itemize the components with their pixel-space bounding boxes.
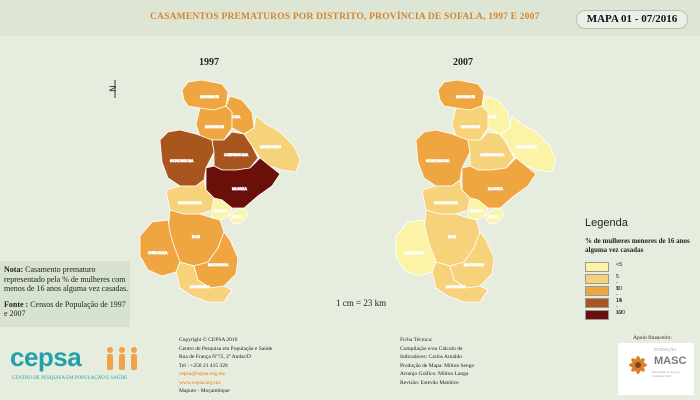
ficha-title: Ficha Técnica:	[400, 337, 433, 343]
legend-label: 10 - 14	[616, 286, 623, 304]
legend-label: ≥20	[616, 310, 626, 316]
map-1997: MARINGUE MARINGUE CAIA MARROMEU GORONGOS…	[139, 79, 301, 303]
svg-text:MARINGUE: MARINGUE	[456, 95, 476, 99]
org-name: Centro de Pesquisa em População e Saúde	[179, 345, 273, 352]
district-1997-cheringoma-north[interactable]	[195, 105, 233, 141]
source-text: Censos de População de 1997 e 2007	[4, 299, 126, 319]
svg-text:CHERINGOMA: CHERINGOMA	[224, 153, 249, 157]
copyright-line: Copyright © CEPSA 2016	[179, 337, 238, 343]
svg-text:BUZI: BUZI	[448, 235, 456, 239]
legend-label: 5 - 9	[616, 274, 620, 292]
funder-tagline: Mecanismo de Apoio à Sociedade Civil	[652, 370, 680, 378]
district-1997-beira[interactable]	[227, 207, 249, 225]
funder-small-text: FUNDAÇÃO	[654, 347, 677, 352]
district-2007-cheringoma-north[interactable]	[451, 105, 489, 141]
district-2007-machanga-south[interactable]	[431, 261, 489, 303]
website-link[interactable]: www.cepsa.org.mz	[179, 379, 221, 386]
legend-label: <5	[616, 262, 623, 268]
map-title: CASAMENTOS PREMATUROS POR DISTRITO, PROV…	[150, 12, 540, 22]
svg-text:MARROMEU: MARROMEU	[516, 145, 537, 149]
district-1997-machanga-south[interactable]	[175, 261, 233, 303]
district-1997-dondo[interactable]	[211, 197, 233, 221]
svg-text:MARINGUE: MARINGUE	[200, 95, 220, 99]
svg-text:MACHANGA: MACHANGA	[464, 263, 485, 267]
legend-swatch-lt5	[585, 262, 609, 272]
district-2007-maringue[interactable]	[437, 79, 485, 111]
copyright-block: Copyright © CEPSA 2016 Centro de Pesquis…	[179, 336, 272, 396]
district-2007-dondo[interactable]	[467, 197, 489, 221]
map-id-badge: MAPA 01 - 07/2016	[576, 10, 688, 29]
legend: Legenda % de mulheres menores de 16 anos…	[585, 217, 695, 320]
note-box: Nota: Casamento prematuro representado p…	[0, 261, 130, 327]
svg-text:MUANZA: MUANZA	[232, 187, 247, 191]
year-label-left: 1997	[199, 57, 219, 68]
legend-subtitle: % de mulheres menores de 16 anos alguma …	[585, 237, 690, 254]
logo-text: cepsa	[10, 342, 82, 372]
svg-text:BEIRA: BEIRA	[488, 215, 499, 219]
legend-swatch-5-9	[585, 274, 609, 284]
svg-text:GORONGOSA: GORONGOSA	[170, 159, 194, 163]
svg-text:BEIRA: BEIRA	[232, 215, 243, 219]
flower-icon	[629, 356, 647, 374]
legend-label: 15 - 19	[616, 298, 623, 316]
svg-text:NHAMATANDA: NHAMATANDA	[434, 201, 459, 205]
district-1997-marromeu[interactable]	[211, 131, 259, 171]
svg-text:MACHANGA: MACHANGA	[208, 263, 229, 267]
legend-swatch-ge20	[585, 310, 609, 320]
svg-text:CHERINGOMA: CHERINGOMA	[480, 153, 505, 157]
funding-label: Apoio financeiro:	[633, 335, 672, 341]
logo-subtitle: CENTRO DE PESQUISA EM POPULAÇÃO E SAÚDE	[12, 376, 128, 381]
ficha-line: Produção de Mapa: Milton Sengo	[400, 362, 475, 369]
district-2007-beira[interactable]	[483, 207, 505, 225]
svg-text:MACHANGA: MACHANGA	[446, 285, 467, 289]
scale-text: 1 cm = 23 km	[336, 298, 387, 308]
legend-swatch-15-19	[585, 298, 609, 308]
svg-text:MUANZA: MUANZA	[488, 187, 503, 191]
svg-text:CAIA: CAIA	[488, 115, 497, 119]
ficha-line: Arranjo Gráfico: Milton Langa	[400, 371, 469, 377]
email-link[interactable]: cepsa@cepsa.org.mz	[179, 371, 226, 377]
district-1997-maringue[interactable]	[181, 79, 229, 111]
svg-text:N: N	[109, 85, 119, 92]
svg-text:CHIBABAVA: CHIBABAVA	[148, 251, 168, 255]
svg-text:MARINGUE: MARINGUE	[205, 125, 225, 129]
source-label: Fonte :	[4, 299, 29, 309]
legend-swatch-10-14	[585, 286, 609, 296]
svg-text:CHIBABAVA: CHIBABAVA	[404, 251, 424, 255]
city: Maputo - Moçambique	[179, 388, 230, 394]
ficha-line: Indicadores: Carlos Arnaldo	[400, 354, 463, 360]
north-arrow-icon: N	[109, 80, 119, 98]
telephone: Tel : +258 21 415 328	[179, 362, 228, 369]
svg-text:MARROMEU: MARROMEU	[260, 145, 281, 149]
cepsa-logo[interactable]: cepsa CENTRO DE PESQUISA EM POPULAÇÃO E …	[10, 342, 140, 392]
svg-text:CAIA: CAIA	[232, 115, 241, 119]
year-label-right: 2007	[453, 57, 473, 68]
address: Rua de França Nº72, 2º Andar/D	[179, 354, 251, 360]
note-label: Nota:	[4, 265, 24, 274]
funder-name: MASC	[654, 355, 687, 367]
svg-text:GORONGOSA: GORONGOSA	[426, 159, 450, 163]
ficha-line: Revisão: Estevão Manhice	[400, 379, 459, 386]
svg-text:NHAMATANDA: NHAMATANDA	[178, 201, 203, 205]
district-2007-marromeu[interactable]	[467, 131, 515, 171]
svg-text:MACHANGA: MACHANGA	[190, 285, 211, 289]
svg-text:MARINGUE: MARINGUE	[461, 125, 481, 129]
svg-text:DONDO: DONDO	[470, 209, 483, 213]
note-text: Casamento prematuro representado pela % …	[4, 265, 129, 293]
technical-sheet: Ficha Técnica: Compilação e/ou Cálculo d…	[400, 336, 474, 387]
legend-title: Legenda	[585, 217, 628, 229]
people-icon	[107, 347, 137, 370]
masc-logo[interactable]: FUNDAÇÃO MASC Mecanismo de Apoio à Socie…	[618, 343, 694, 395]
ficha-line: Compilação e/ou Cálculo de	[400, 345, 463, 352]
map-2007: MARINGUE MARINGUE CAIA MARROMEU GORONGOS…	[395, 79, 557, 303]
svg-text:DONDO: DONDO	[214, 209, 227, 213]
svg-text:BUZI: BUZI	[192, 235, 200, 239]
